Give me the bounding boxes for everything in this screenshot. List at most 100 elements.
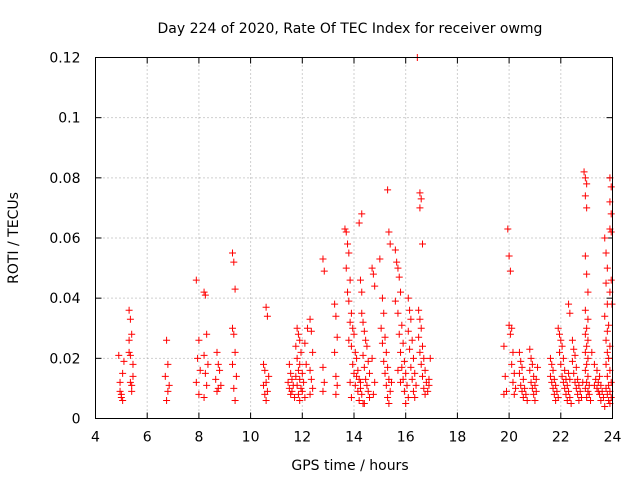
data-point [126, 351, 134, 359]
data-point [581, 306, 589, 314]
data-point [603, 390, 611, 398]
x-tick-label: 24 [604, 430, 622, 446]
data-point [200, 351, 208, 359]
data-point [380, 309, 388, 317]
data-point [584, 372, 592, 380]
data-point [285, 360, 293, 368]
data-point [195, 336, 203, 344]
data-point [307, 327, 315, 335]
data-point [125, 336, 133, 344]
data-point [320, 267, 328, 275]
data-point [605, 321, 613, 329]
data-point [500, 342, 508, 350]
data-point [558, 372, 566, 380]
data-point [332, 372, 340, 380]
data-point [342, 264, 350, 272]
data-point [369, 390, 377, 398]
data-point [596, 390, 604, 398]
data-point [356, 276, 364, 284]
data-point [509, 348, 517, 356]
data-point [558, 342, 566, 350]
data-point [526, 345, 534, 353]
data-point [594, 387, 602, 395]
data-point [584, 315, 592, 323]
data-point [296, 360, 304, 368]
x-tick-labels: 4 6 8 10 12 14 16 18 20 22 24 [91, 430, 621, 446]
data-point [293, 354, 301, 362]
data-point [261, 390, 269, 398]
data-point [306, 390, 314, 398]
data-point [548, 378, 556, 386]
data-point [231, 348, 239, 356]
data-point [165, 381, 173, 389]
y-tick-label: 0.12 [49, 51, 80, 67]
data-point [409, 387, 417, 395]
data-point [346, 378, 354, 386]
data-point [408, 336, 416, 344]
data-point [358, 309, 366, 317]
data-point [355, 396, 363, 404]
chart-title: Day 224 of 2020, Rate Of TEC Index for r… [158, 21, 543, 37]
data-point [574, 390, 582, 398]
data-point [294, 330, 302, 338]
data-point [581, 348, 589, 356]
data-point [415, 333, 423, 341]
data-point [557, 360, 565, 368]
data-point [384, 393, 392, 401]
data-point [366, 369, 374, 377]
data-point [126, 378, 134, 386]
data-point [349, 360, 357, 368]
data-point [403, 381, 411, 389]
x-tick-label: 20 [500, 430, 518, 446]
data-point [608, 300, 616, 308]
data-point [351, 348, 359, 356]
data-point [194, 354, 202, 362]
data-point [333, 381, 341, 389]
data-point [406, 345, 414, 353]
data-point [504, 225, 512, 233]
data-point [509, 378, 517, 386]
data-point [601, 234, 609, 242]
data-point [192, 276, 200, 284]
data-point [404, 393, 412, 401]
data-point [602, 336, 610, 344]
data-point [508, 324, 516, 332]
data-point [605, 396, 613, 404]
data-point [229, 249, 237, 257]
data-point [360, 327, 368, 335]
data-point [358, 210, 366, 218]
data-point [549, 384, 557, 392]
data-point [565, 300, 573, 308]
data-point [517, 381, 525, 389]
data-point [287, 390, 295, 398]
data-point [260, 381, 268, 389]
data-point [526, 366, 534, 374]
data-point [561, 384, 569, 392]
data-point [163, 396, 171, 404]
data-point [561, 366, 569, 374]
data-point [528, 384, 536, 392]
data-point [581, 192, 589, 200]
data-point [231, 285, 239, 293]
data-point [368, 264, 376, 272]
data-point [419, 342, 427, 350]
data-point [556, 330, 564, 338]
data-point [377, 324, 385, 332]
data-point [512, 384, 520, 392]
data-point [355, 219, 363, 227]
data-point [400, 357, 408, 365]
data-point [263, 312, 271, 320]
y-tick-label: 0 [72, 412, 81, 428]
x-tick-label: 8 [194, 430, 203, 446]
data-point [344, 288, 352, 296]
data-point [549, 366, 557, 374]
data-point [347, 393, 355, 401]
data-point [342, 228, 350, 236]
data-point [378, 294, 386, 302]
data-point [532, 375, 540, 383]
data-point [331, 300, 339, 308]
data-point [528, 360, 536, 368]
data-point [309, 348, 317, 356]
data-point [125, 306, 133, 314]
